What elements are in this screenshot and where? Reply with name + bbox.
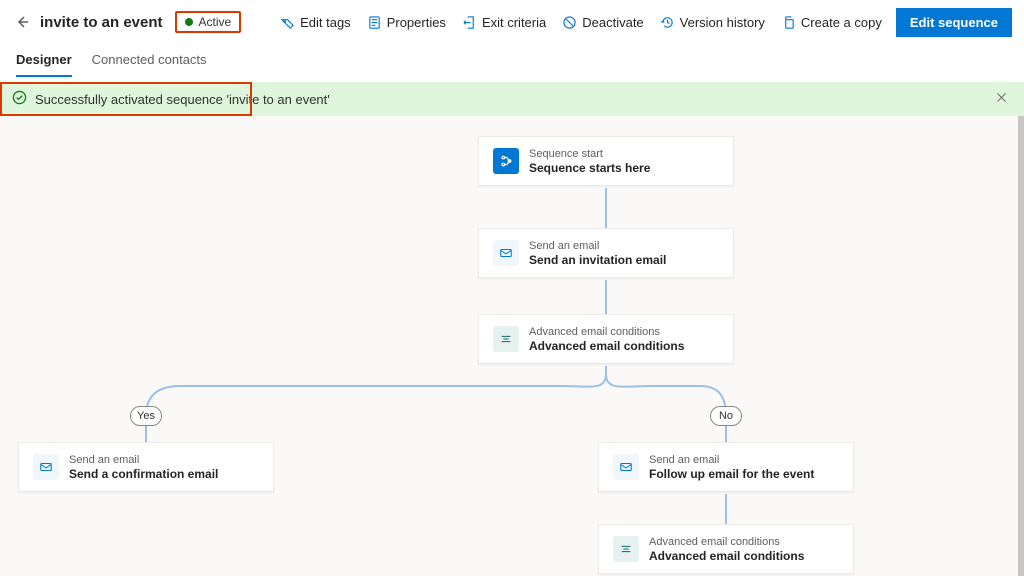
close-icon[interactable] — [995, 91, 1012, 107]
copy-icon — [781, 15, 796, 30]
email-icon — [33, 454, 59, 480]
success-icon — [12, 90, 27, 108]
notification-message: Successfully activated sequence 'invite … — [35, 92, 330, 107]
node-subtitle: Send an email — [529, 240, 666, 252]
properties-icon — [367, 15, 382, 30]
email-icon — [613, 454, 639, 480]
node-followup-email[interactable]: Send an email Follow up email for the ev… — [598, 442, 854, 492]
node-title: Advanced email conditions — [529, 339, 684, 353]
deactivate-icon — [562, 15, 577, 30]
node-send-invitation-email[interactable]: Send an email Send an invitation email — [478, 228, 734, 278]
properties-label: Properties — [387, 15, 446, 30]
tab-designer[interactable]: Designer — [16, 46, 72, 77]
node-title: Send a confirmation email — [69, 467, 218, 481]
back-arrow-icon[interactable] — [12, 12, 32, 32]
start-icon — [493, 148, 519, 174]
version-history-label: Version history — [680, 15, 765, 30]
branch-label-no: No — [710, 406, 742, 426]
designer-canvas[interactable]: Sequence start Sequence starts here Send… — [0, 116, 1024, 576]
node-title: Send an invitation email — [529, 253, 666, 267]
branch-label-yes: Yes — [130, 406, 162, 426]
edit-tags-button[interactable]: Edit tags — [272, 10, 359, 35]
exit-criteria-label: Exit criteria — [482, 15, 546, 30]
properties-button[interactable]: Properties — [359, 10, 454, 35]
status-label: Active — [199, 15, 232, 29]
email-icon — [493, 240, 519, 266]
edit-sequence-button[interactable]: Edit sequence — [896, 8, 1012, 37]
version-history-button[interactable]: Version history — [652, 10, 773, 35]
node-subtitle: Sequence start — [529, 148, 650, 160]
exit-icon — [462, 15, 477, 30]
node-subtitle: Advanced email conditions — [529, 326, 684, 338]
conditions-icon — [613, 536, 639, 562]
edit-tags-label: Edit tags — [300, 15, 351, 30]
node-sequence-start[interactable]: Sequence start Sequence starts here — [478, 136, 734, 186]
status-badge: Active — [175, 11, 242, 33]
create-copy-label: Create a copy — [801, 15, 882, 30]
create-copy-button[interactable]: Create a copy — [773, 10, 890, 35]
page-header: invite to an event Active Edit tags Prop… — [0, 0, 1024, 44]
deactivate-button[interactable]: Deactivate — [554, 10, 651, 35]
node-subtitle: Send an email — [649, 454, 814, 466]
history-icon — [660, 15, 675, 30]
tabs: Designer Connected contacts — [0, 46, 1024, 78]
node-advanced-conditions-2[interactable]: Advanced email conditions Advanced email… — [598, 524, 854, 574]
node-title: Follow up email for the event — [649, 467, 814, 481]
conditions-icon — [493, 326, 519, 352]
deactivate-label: Deactivate — [582, 15, 643, 30]
node-subtitle: Advanced email conditions — [649, 536, 804, 548]
node-title: Advanced email conditions — [649, 549, 804, 563]
success-notification: Successfully activated sequence 'invite … — [0, 82, 1024, 116]
exit-criteria-button[interactable]: Exit criteria — [454, 10, 554, 35]
node-send-confirmation-email[interactable]: Send an email Send a confirmation email — [18, 442, 274, 492]
tag-icon — [280, 15, 295, 30]
tab-connected-contacts[interactable]: Connected contacts — [92, 46, 207, 77]
node-advanced-conditions-1[interactable]: Advanced email conditions Advanced email… — [478, 314, 734, 364]
status-dot-icon — [185, 18, 193, 26]
node-title: Sequence starts here — [529, 161, 650, 175]
node-subtitle: Send an email — [69, 454, 218, 466]
page-title: invite to an event — [40, 14, 163, 31]
